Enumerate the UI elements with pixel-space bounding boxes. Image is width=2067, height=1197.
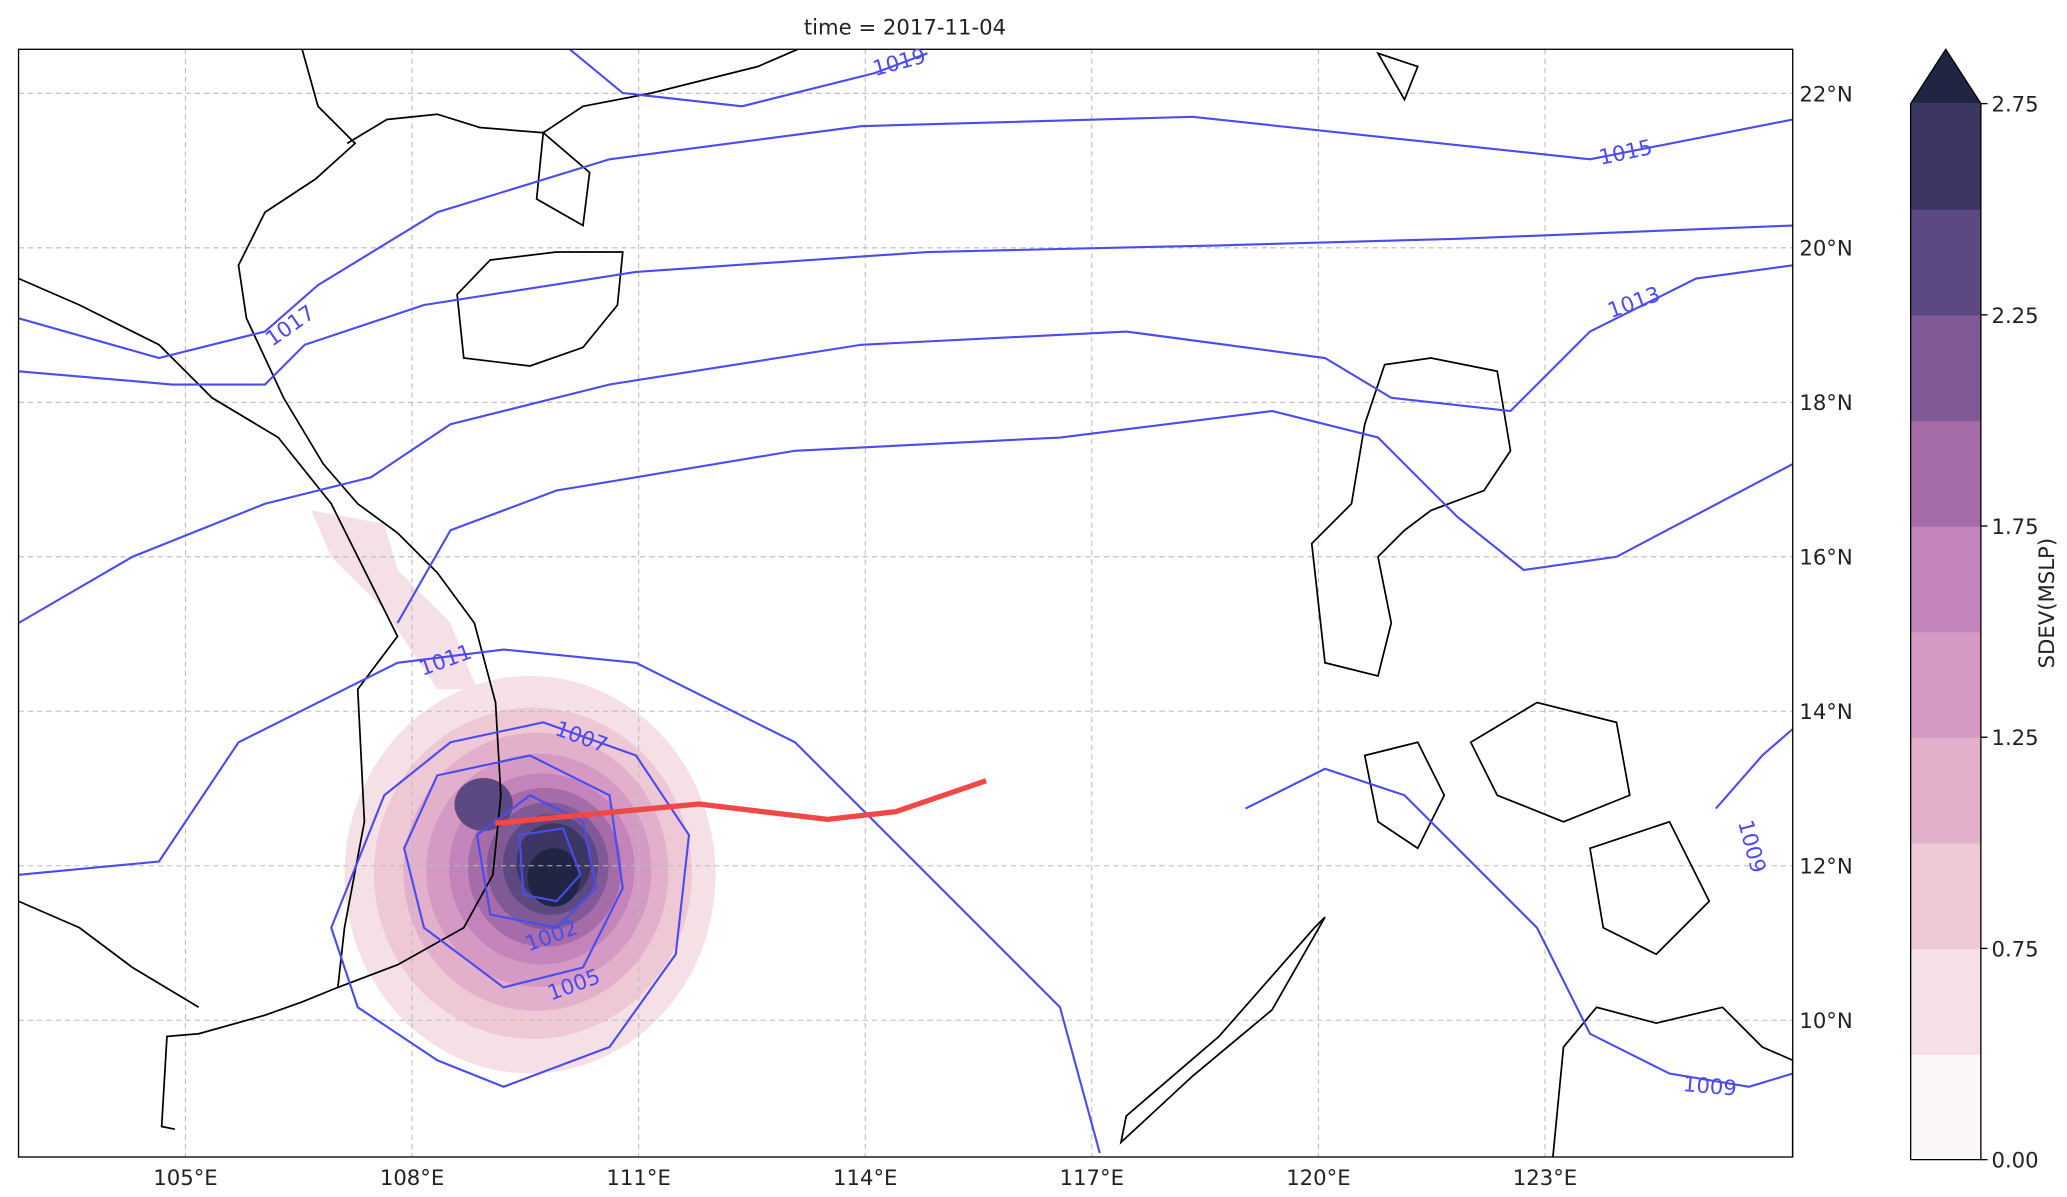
sdev-peak xyxy=(527,848,581,907)
colorbar-frame xyxy=(1909,48,1982,1161)
y-tick-label: 22°N xyxy=(1799,81,1852,106)
x-tick-label: 117°E xyxy=(1060,1165,1124,1190)
isobar xyxy=(18,648,1101,1154)
coastline xyxy=(346,49,798,145)
x-tick-label: 114°E xyxy=(833,1165,897,1190)
y-tick-label: 10°N xyxy=(1799,1008,1852,1033)
isobar xyxy=(18,264,1793,624)
contour-label: 1019 xyxy=(870,43,929,81)
colorbar-tick-label: 2.25 xyxy=(1991,303,2038,328)
isobar xyxy=(396,409,1793,624)
island xyxy=(456,251,624,367)
isobar xyxy=(518,827,582,903)
x-tick-label: 120°E xyxy=(1286,1165,1350,1190)
isobar xyxy=(1715,728,1793,810)
isobar xyxy=(18,224,1793,386)
x-tick-label: 105°E xyxy=(153,1165,217,1190)
island xyxy=(1552,1006,1793,1157)
pressure-contours xyxy=(18,49,1793,1154)
colorbar-band xyxy=(1910,103,1981,210)
colorbar-tick-label: 2.75 xyxy=(1991,92,2038,117)
colorbar-label: SDEV(MSLP) xyxy=(2034,538,2059,669)
colorbar-tick-label: 1.25 xyxy=(1991,725,2038,750)
colorbar-extend xyxy=(1910,49,1981,104)
map-frame xyxy=(17,48,1794,1158)
x-tick-label: 111°E xyxy=(606,1165,670,1190)
isobar xyxy=(18,115,1793,360)
coastline xyxy=(160,49,502,1131)
border xyxy=(18,277,399,988)
border xyxy=(18,900,200,1009)
axes: 105°E 108°E 111°E 114°E 117°E 120°E 123°E 10°N 1… xyxy=(153,81,1852,1190)
x-tick-label: 123°E xyxy=(1513,1165,1577,1190)
colorbar-band xyxy=(1910,631,1981,738)
y-tick-label: 12°N xyxy=(1799,854,1852,879)
sdev-area xyxy=(311,510,477,690)
y-tick-label: 16°N xyxy=(1799,545,1852,570)
colorbar-tick-label: 1.75 xyxy=(1991,514,2038,539)
contour-label: 1015 xyxy=(1597,134,1655,170)
contour-label: 1013 xyxy=(1604,281,1663,323)
colorbar-band xyxy=(1910,314,1981,422)
coastline xyxy=(535,131,591,227)
colorbar-band xyxy=(1910,948,1981,1055)
island xyxy=(1589,820,1711,956)
colorbar-band xyxy=(1910,526,1981,633)
sdev-shading xyxy=(311,510,716,1074)
island xyxy=(1119,916,1326,1145)
y-tick-label: 20°N xyxy=(1799,236,1852,261)
contour-label: 1009 xyxy=(1682,1071,1738,1101)
isobar xyxy=(403,754,624,989)
chart-title: time = 2017-11-04 xyxy=(804,15,1006,40)
colorbar-tick-label: 0.75 xyxy=(1991,936,2038,961)
colorbar-band xyxy=(1910,209,1981,316)
colorbar-band xyxy=(1910,420,1981,527)
storm-track xyxy=(494,778,987,826)
island xyxy=(1310,357,1512,678)
contour-label: 1009 xyxy=(1733,817,1771,876)
island xyxy=(1376,51,1419,102)
isobar xyxy=(1245,767,1793,1088)
island xyxy=(1469,701,1631,823)
x-tick-label: 108°E xyxy=(380,1165,444,1190)
colorbar: 0.00 0.75 1.25 1.75 2.25 2.75 xyxy=(1909,48,2039,1173)
y-tick-label: 14°N xyxy=(1799,699,1852,724)
storm-track-line xyxy=(494,778,987,826)
isobar xyxy=(330,721,691,1088)
colorbar-tick-label: 0.00 xyxy=(1991,1148,2038,1173)
grid xyxy=(18,49,1793,1157)
isobar xyxy=(569,49,928,108)
colorbar-band xyxy=(1910,737,1981,844)
colorbar-band xyxy=(1910,1054,1981,1161)
colorbar-band xyxy=(1910,842,1981,950)
y-tick-label: 18°N xyxy=(1799,390,1852,415)
isobar xyxy=(475,794,598,929)
coastlines xyxy=(18,49,1793,1157)
